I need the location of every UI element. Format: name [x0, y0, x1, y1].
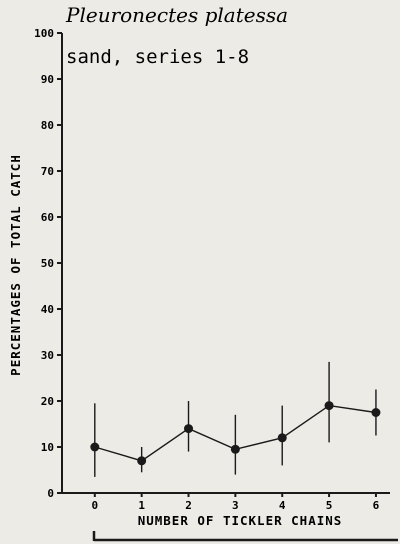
x-tick-label: 6 — [373, 499, 380, 512]
x-tick-label: 1 — [138, 499, 145, 512]
data-point — [277, 433, 287, 443]
data-point — [184, 424, 194, 434]
x-tick-label: 3 — [232, 499, 239, 512]
x-tick-label: 4 — [279, 499, 286, 512]
y-tick-label: 50 — [41, 257, 54, 270]
y-tick-label: 10 — [41, 441, 54, 454]
y-tick-label: 90 — [41, 73, 54, 86]
x-tick-label: 5 — [326, 499, 333, 512]
y-tick-label: 0 — [47, 487, 54, 500]
y-axis-label: PERCENTAGES OF TOTAL CATCH — [8, 154, 23, 376]
y-tick-label: 30 — [41, 349, 54, 362]
data-point — [371, 408, 381, 417]
data-points — [90, 401, 381, 466]
data-point — [90, 442, 100, 452]
x-tick-label: 2 — [185, 499, 192, 512]
y-tick-label: 100 — [34, 27, 54, 40]
y-tick-label: 20 — [41, 395, 54, 408]
chart-title: Pleuronectes platessa — [65, 3, 288, 27]
data-point — [137, 456, 147, 466]
y-axis: 0 10 20 30 40 50 60 70 80 90 100 — [34, 27, 63, 500]
y-tick-label: 40 — [41, 303, 54, 316]
data-point — [324, 401, 334, 411]
x-axis-label: NUMBER OF TICKLER CHAINS — [138, 513, 343, 528]
y-tick-label: 80 — [41, 119, 54, 132]
x-axis: 0 1 2 3 4 5 6 — [62, 492, 390, 512]
x-tick-label: 0 — [91, 499, 98, 512]
y-tick-label: 70 — [41, 165, 54, 178]
chart-subtitle: sand, series 1-8 — [66, 46, 249, 68]
data-point — [230, 444, 240, 454]
y-tick-label: 60 — [41, 211, 54, 224]
